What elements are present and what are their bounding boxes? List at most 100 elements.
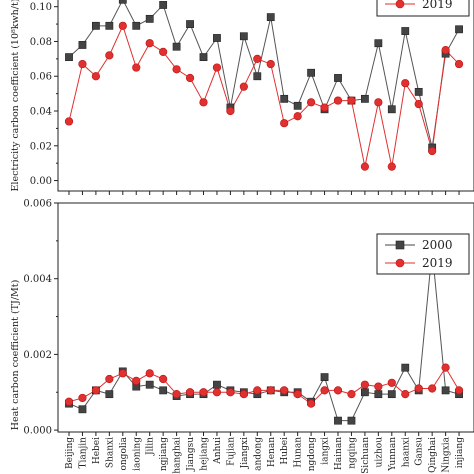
heat-legend: 2000 2019 [376,233,470,275]
electricity-point-2000 [387,105,396,114]
electricity-point-2019 [320,103,329,112]
electricity-legend-2019-marker [395,0,405,9]
electricity-point-2000 [132,21,141,30]
heat-point-2000 [320,373,329,382]
heat-point-2019 [105,374,114,384]
electricity-series-2019-line [68,24,460,167]
heat-point-2019 [280,386,289,395]
category-label: ongolia [119,436,129,470]
electricity-ytick-label: 0.10 [30,2,52,13]
electricity-point-2000 [239,32,248,41]
heat-ytick-label: 0.002 [23,350,52,361]
category-label: Sichuan [361,437,371,474]
category-label: andong [253,437,263,471]
heat-point-2019 [320,386,329,395]
heat-point-2019 [239,390,248,399]
electricity-point-2019 [387,162,396,171]
heat-point-2000 [347,416,356,425]
electricity-point-2000 [401,27,410,35]
electricity-point-2019 [226,106,235,116]
heat-point-2019 [78,393,87,403]
heat-plot-frame [57,202,474,433]
heat-point-2019 [185,388,195,397]
heat-point-2019 [441,363,450,372]
category-label: Jilin [146,437,156,456]
electricity-point-2019 [105,51,114,60]
category-label: Jiangsu [186,437,196,472]
heat-point-2019 [118,369,127,378]
heat-point-2019 [64,397,74,406]
electricity-point-2000 [159,1,168,9]
heat-point-2019 [333,386,343,395]
electricity-point-2019 [374,98,383,107]
heat-point-2019 [347,390,356,399]
heat-legend-2000-marker [395,240,405,250]
heat-y-axis-label: Heat carbon coefficient (TJ/Mt) [10,280,21,431]
heat-series [64,246,464,425]
category-label: injiang [455,437,465,469]
heat-point-2000 [159,386,168,395]
category-label: Jiangxi [240,437,250,469]
heat-point-2019 [266,386,275,395]
category-label: Anhui [213,437,223,465]
heat-axes: 0.000 0.002 0.004 0.006 [23,199,460,437]
electricity-point-2019 [199,98,208,107]
electricity-point-2000 [307,68,315,77]
category-label: Beijing [65,437,75,469]
heat-point-2019 [293,390,302,399]
electricity-ytick-label: 0.02 [30,141,52,152]
electricity-point-2000 [266,13,275,22]
heat-ytick-label: 0.000 [23,426,52,437]
heat-series-2019-line [68,366,460,405]
category-label: Yunnan [388,437,398,472]
heat-point-2019 [307,399,316,408]
electricity-point-2019 [91,72,100,81]
category-label: Ningxia [442,436,452,472]
electricity-point-2019 [293,112,302,121]
electricity-point-2019 [253,54,262,63]
heat-legend-2019-marker [395,258,405,268]
electricity-point-2019 [185,73,195,83]
category-label: Hubei [280,437,290,465]
category-label: Tianjin [78,437,88,469]
electricity-ytick-label: 0.04 [30,107,52,118]
electricity-point-2019 [159,47,168,57]
heat-point-2000 [401,363,410,372]
category-label: iaoning [132,437,142,471]
electricity-point-2000 [199,53,208,62]
category-label: hejiang [200,437,210,471]
category-label: Hebei [92,437,102,464]
electricity-point-2000 [118,0,127,4]
electricity-point-2019 [414,99,423,109]
electricity-ytick-label: 0.06 [30,72,52,83]
heat-point-2019 [387,378,396,387]
heat-point-2000 [78,405,87,414]
electricity-point-2000 [293,101,302,110]
electricity-series [64,0,464,171]
electricity-ytick-label: 0.00 [30,176,52,187]
heat-point-2019 [401,390,410,399]
heat-legend-2000-label: 2000 [422,238,453,252]
category-label: Hainan [334,437,344,470]
heat-point-2019 [212,388,222,397]
electricity-plot-frame [57,0,474,192]
category-axis-labels: Beijing Tianjin Hebei Shanxi ongolia iaoning J… [65,436,465,473]
category-label: Qinghai [428,437,438,473]
heat-point-2000 [387,390,396,399]
heat-point-2019 [132,376,141,386]
category-label: ngdong [307,437,317,472]
electricity-point-2000 [105,21,114,30]
heat-legend-box [376,233,470,275]
heat-point-2019 [253,386,262,395]
heat-point-2019 [360,380,370,389]
heat-point-2000 [360,388,369,397]
electricity-point-2019 [239,82,248,91]
electricity-point-2019 [428,146,437,156]
heat-point-2000 [441,386,450,395]
heat-point-2000 [374,390,383,399]
category-label: ngjiang [159,437,169,471]
electricity-point-2019 [64,117,74,126]
electricity-point-2000 [65,53,73,62]
category-label: Henan [267,437,277,467]
